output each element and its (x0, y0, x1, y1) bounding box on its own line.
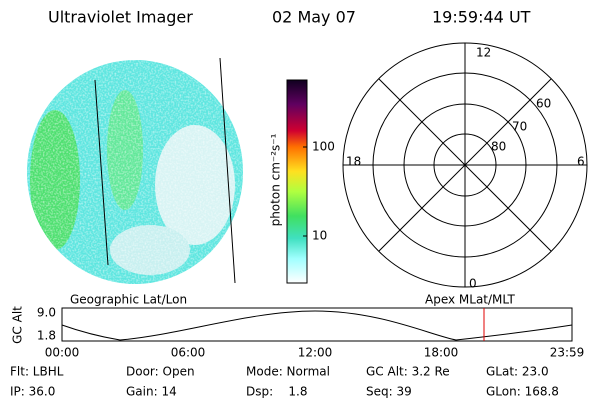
status-field: GLon: 168.8 (486, 385, 559, 399)
orbit-ytick: 9.0 (37, 306, 56, 320)
colorbar (286, 79, 308, 284)
status-field: GC Alt: 3.2 Re (366, 365, 450, 379)
status-field: Seq: 39 (366, 385, 412, 399)
mlt-label: 12 (476, 46, 491, 60)
colorbar-tick-label: 10 (312, 229, 327, 243)
mlt-label: 0 (469, 277, 477, 291)
status-field: Dsp: 1.8 (246, 385, 308, 399)
status-field: IP: 36.0 (10, 385, 55, 399)
status-field: Flt: LBHL (10, 365, 64, 379)
mlt-label: 6 (577, 155, 585, 169)
orbit-ytick: 1.8 (37, 329, 56, 343)
orbit-title: Apex MLat/MLT (425, 293, 515, 307)
status-field: Gain: 14 (126, 385, 177, 399)
orbit-title: Geographic Lat/Lon (70, 293, 187, 307)
meridian (219, 57, 236, 284)
status-field: Mode: Normal (246, 365, 330, 379)
colorbar-tick-label: 100 (312, 140, 335, 154)
mlt-label: 18 (346, 155, 361, 169)
ring-label: 70 (512, 120, 527, 134)
polar-grid (342, 42, 588, 288)
orbit-xtick: 00:00 (45, 346, 80, 360)
colorbar-label: photon cm⁻²s⁻¹ (269, 133, 283, 226)
orbit-axis-label: GC Alt (11, 306, 25, 344)
time: 19:59:44 UT (432, 8, 531, 27)
altitude-curve (61, 310, 573, 341)
instrument: Ultraviolet Imager (48, 8, 193, 27)
orbit-xtick: 18:00 (424, 346, 459, 360)
date: 02 May 07 (272, 8, 356, 27)
meridian (94, 79, 109, 266)
status-field: GLat: 23.0 (486, 365, 549, 379)
ring-label: 80 (491, 140, 506, 154)
status: Flt: LBHL Door: Open Mode: Normal GC Alt: 3… (10, 365, 559, 399)
orbit-xtick: 12:00 (298, 346, 333, 360)
orbit-frame (61, 307, 573, 342)
orbit-xtick: 23:59 (550, 346, 585, 360)
uv-image (27, 60, 243, 284)
orbit-xtick: 06:00 (171, 346, 206, 360)
ring-label: 60 (536, 97, 551, 111)
status-field: Door: Open (126, 365, 195, 379)
